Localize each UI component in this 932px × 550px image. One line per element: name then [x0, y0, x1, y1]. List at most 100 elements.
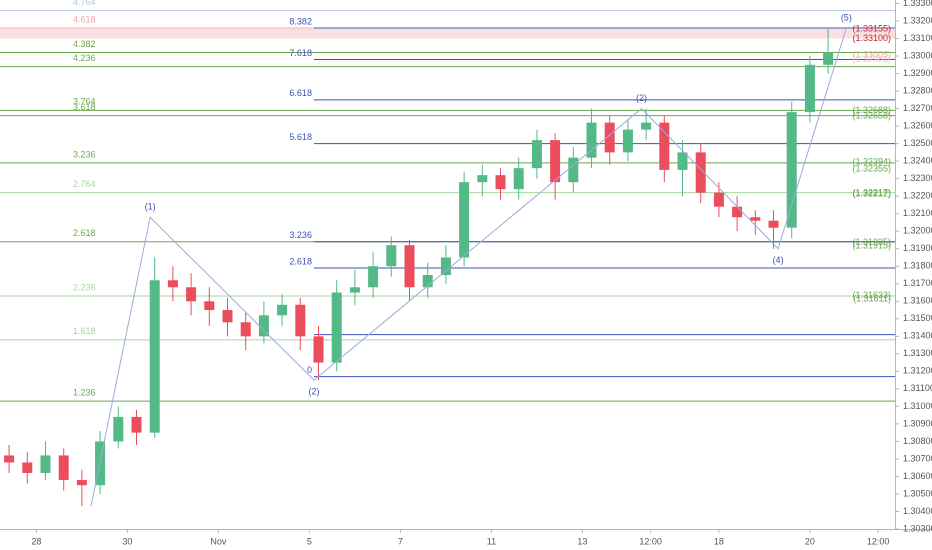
y-tick-label: 1.30800	[903, 436, 932, 446]
x-tick-label: 11	[487, 536, 496, 546]
y-tick-label: 1.32700	[903, 103, 932, 113]
candle-body	[586, 122, 597, 158]
price-label: (1.32981)	[852, 54, 891, 64]
wave-label: (4)	[773, 255, 784, 265]
price-label: (1.32688)	[852, 105, 891, 115]
candle-body	[113, 416, 124, 442]
level-label: 3.236	[289, 230, 312, 240]
level-label: 4.764	[73, 0, 96, 7]
candle-body	[677, 152, 688, 170]
candle-body	[513, 168, 524, 190]
price-label: (1.32355)	[852, 163, 891, 173]
y-tick-label: 1.30500	[903, 488, 932, 498]
price-label: (1.33100)	[852, 33, 891, 43]
candle-body	[313, 336, 324, 363]
y-tick-label: 1.31700	[903, 278, 932, 288]
wave-label: (2)	[636, 93, 647, 103]
level-label: 0	[307, 365, 312, 375]
y-tick-label: 1.31400	[903, 331, 932, 341]
y-tick-label: 1.32400	[903, 156, 932, 166]
candle-body	[732, 206, 743, 218]
candle-body	[368, 266, 379, 288]
wave-label: (2)	[308, 386, 319, 396]
candle-body	[477, 175, 488, 183]
level-label: 2.236	[73, 282, 96, 292]
y-tick-label: 1.32800	[903, 85, 932, 95]
candle-body	[295, 304, 306, 337]
candle-body	[531, 140, 542, 169]
level-label: 4.236	[73, 53, 96, 63]
candle-body	[459, 182, 470, 258]
candle-body	[204, 301, 215, 311]
candle-body	[641, 122, 652, 130]
level-label: 3.764	[73, 97, 96, 107]
x-tick-label: 7	[398, 536, 403, 546]
price-label: (1.33005)	[852, 50, 891, 60]
candle-body	[659, 122, 670, 170]
candle-body	[622, 129, 633, 153]
level-label: 2.618	[289, 256, 312, 266]
y-tick-label: 1.31800	[903, 261, 932, 271]
zone	[0, 28, 895, 39]
wave-line	[90, 27, 847, 507]
x-tick-label: 12:00	[867, 536, 890, 546]
y-tick-label: 1.30900	[903, 418, 932, 428]
candle-body	[422, 275, 433, 288]
candle-body	[823, 52, 834, 65]
candle-body	[277, 304, 288, 316]
candle-body	[768, 220, 779, 228]
y-tick-label: 1.30300	[903, 523, 932, 533]
x-tick-label: 5	[307, 536, 312, 546]
y-tick-label: 1.31600	[903, 296, 932, 306]
y-tick-label: 1.31100	[903, 383, 932, 393]
level-label: 5.618	[289, 132, 312, 142]
price-label: (1.32394)	[852, 157, 891, 167]
x-tick-label: 12:00	[639, 536, 662, 546]
candle-body	[386, 245, 397, 267]
y-tick-label: 1.32900	[903, 68, 932, 78]
y-tick-label: 1.31300	[903, 348, 932, 358]
y-tick-label: 1.30400	[903, 506, 932, 516]
level-label: 4.382	[73, 39, 96, 49]
y-tick-label: 1.32200	[903, 191, 932, 201]
y-tick-label: 1.32300	[903, 173, 932, 183]
y-tick-label: 1.31500	[903, 313, 932, 323]
candle-body	[186, 287, 197, 302]
level-label: 2.618	[73, 228, 96, 238]
price-label: (1.31611)	[853, 294, 891, 304]
candle-body	[4, 455, 15, 463]
level-label: 1.618	[73, 326, 96, 336]
candle-body	[40, 455, 51, 473]
y-tick-label: 1.32600	[903, 120, 932, 130]
candle-body	[786, 112, 797, 228]
level-label: 4.618	[73, 14, 96, 24]
y-tick-label: 1.31000	[903, 401, 932, 411]
level-label: 3.236	[73, 149, 96, 159]
candle-body	[804, 64, 815, 113]
level-label: 7.618	[289, 48, 312, 58]
x-tick-label: 13	[577, 536, 587, 546]
candle-body	[76, 479, 87, 486]
candle-body	[167, 280, 178, 288]
price-label: (1.32212)	[852, 188, 891, 198]
y-tick-label: 1.33100	[903, 33, 932, 43]
candle-body	[568, 157, 579, 183]
y-tick-label: 1.31200	[903, 366, 932, 376]
y-tick-label: 1.33300	[903, 0, 932, 8]
wave-label: (5)	[841, 12, 852, 22]
level-label: 1.236	[73, 388, 96, 398]
candle-body	[713, 192, 724, 207]
candle-body	[149, 280, 160, 433]
level-label: 2.764	[73, 179, 96, 189]
wave-label: (1)	[145, 202, 156, 212]
price-label: (1.31633)	[852, 290, 891, 300]
price-label: (1.31915)	[852, 240, 891, 250]
level-label: 3.618	[73, 102, 96, 112]
candle-body	[349, 287, 360, 293]
candle-body	[258, 315, 269, 337]
x-tick-label: 18	[714, 536, 724, 546]
candle-body	[604, 122, 615, 153]
y-tick-label: 1.32500	[903, 138, 932, 148]
x-tick-label: 20	[805, 536, 815, 546]
